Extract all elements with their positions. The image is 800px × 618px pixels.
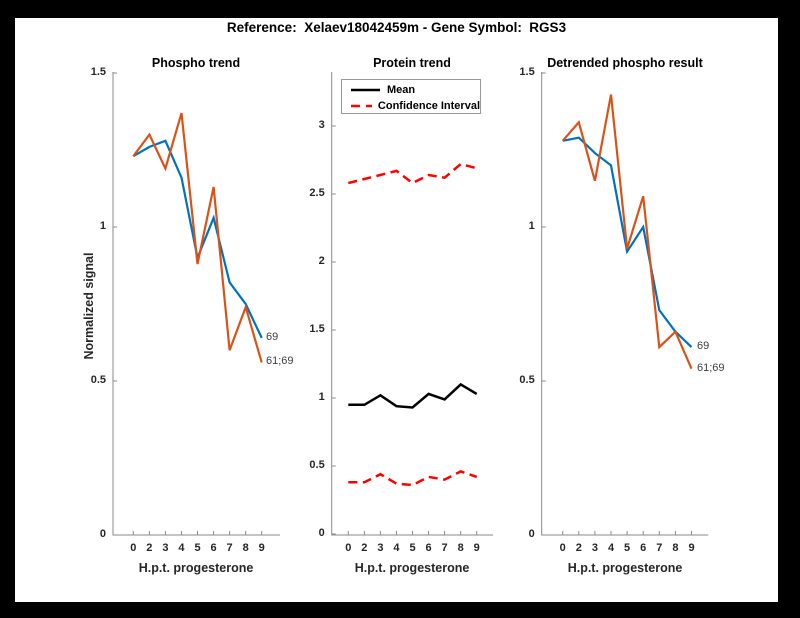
- phospho-trend-axes: [112, 72, 280, 536]
- phospho-trend-x-tick-label: 0: [130, 542, 137, 554]
- detrended-phospho-result-axes: [541, 72, 709, 536]
- protein-trend-series-line-mean: [348, 382, 478, 409]
- detrended-phospho-result-x-tick-label: 5: [624, 542, 631, 554]
- phospho-trend-x-tick-label: 8: [242, 542, 249, 554]
- x-axis-label-detrended: H.p.t. progesterone: [567, 561, 683, 575]
- legend-ci-line-sample: [351, 104, 372, 108]
- protein-trend-y-tick-label: 3: [318, 119, 325, 131]
- protein-trend-x-tick-label: 7: [441, 542, 448, 554]
- detrended-phospho-result-x-tick-label: 9: [688, 542, 695, 554]
- protein-trend-x-tick-label: 2: [361, 542, 368, 554]
- y-axis-label: Normalized signal: [82, 252, 96, 360]
- plot-title-detrended-phospho-result: Detrended phospho result: [547, 56, 703, 70]
- phospho-trend-y-tick-label: 0.5: [90, 374, 106, 386]
- protein-trend-x-tick-label: 5: [409, 542, 416, 554]
- phospho-trend-x-tick-label: 7: [226, 542, 233, 554]
- x-axis-label-protein: H.p.t. progesterone: [354, 561, 470, 575]
- phospho-trend-x-tick-label: 9: [258, 542, 265, 554]
- detrended-phospho-result-series-line-61-69: [561, 94, 693, 370]
- protein-trend-y-tick-label: 0: [318, 527, 325, 539]
- plot-title-phospho-trend: Phospho trend: [151, 56, 241, 70]
- detrended-phospho-result-x-tick-label: 7: [656, 542, 663, 554]
- legend-mean-line-sample: [351, 88, 380, 92]
- protein-trend-x-tick-label: 9: [473, 542, 480, 554]
- detrended-phospho-result-x-tick-label: 2: [575, 542, 582, 554]
- detrended-phospho-result-y-tick-label: 1.5: [519, 66, 535, 78]
- legend-label-confidence-interval: Confidence Interval: [377, 100, 480, 112]
- protein-trend-x-tick-label: 4: [393, 542, 400, 554]
- detrended-phospho-result-x-tick-label: 6: [640, 542, 647, 554]
- phospho-trend-y-tick-label: 1: [99, 220, 106, 232]
- detrended-phospho-result-x-tick-label: 8: [672, 542, 679, 554]
- plot-title-protein-trend: Protein trend: [373, 56, 451, 70]
- phospho-trend-series-line-69: [132, 139, 263, 339]
- protein-trend-x-tick-label: 8: [457, 542, 464, 554]
- protein-trend-series-line-confidence-interval-upper: [347, 162, 478, 185]
- series-end-label-61-69-phospho: 61;69: [266, 355, 294, 367]
- figure-title: Reference: Xelaev18042459m - Gene Symbol…: [226, 20, 567, 35]
- legend: Mean Confidence Interval: [341, 79, 481, 114]
- protein-trend-y-tick-label: 2: [318, 255, 325, 267]
- phospho-trend-x-tick-label: 6: [210, 542, 217, 554]
- detrended-phospho-result-y-tick-label: 0.5: [519, 374, 535, 386]
- legend-entry-mean: Mean: [350, 82, 480, 98]
- protein-trend-series-line-confidence-interval-lower: [348, 470, 478, 487]
- series-end-label-69-detrended: 69: [697, 340, 710, 352]
- detrended-phospho-result-x-tick-label: 4: [607, 542, 615, 554]
- detrended-phospho-result-y-tick-label: 1: [528, 220, 535, 232]
- protein-trend-y-tick-label: 0.5: [309, 459, 325, 471]
- protein-trend-x-tick-label: 3: [377, 542, 384, 554]
- detrended-phospho-result-x-tick-label: 0: [559, 542, 566, 554]
- protein-trend-y-tick-label: 2.5: [309, 187, 325, 199]
- phospho-trend-x-tick-label: 5: [194, 542, 201, 554]
- series-end-label-61-69-detrended: 61;69: [697, 362, 725, 374]
- phospho-trend-x-tick-label: 3: [162, 542, 169, 554]
- detrended-phospho-result-x-tick-label: 3: [591, 542, 598, 554]
- detrended-phospho-result-y-tick-label: 0: [528, 528, 535, 540]
- figure-background: [15, 18, 778, 602]
- protein-trend-y-tick-label: 1: [318, 391, 325, 403]
- protein-trend-y-tick-label: 1.5: [309, 323, 325, 335]
- legend-label-mean: Mean: [387, 84, 416, 96]
- phospho-trend-y-tick-label: 0: [99, 528, 106, 540]
- phospho-trend-y-tick-label: 1.5: [90, 66, 106, 78]
- x-axis-label-phospho: H.p.t. progesterone: [138, 561, 254, 575]
- protein-trend-x-tick-label: 0: [345, 542, 352, 554]
- protein-trend-x-tick-label: 6: [425, 542, 432, 554]
- series-end-label-69-phospho: 69: [266, 331, 279, 343]
- phospho-trend-x-tick-label: 4: [178, 542, 185, 554]
- legend-entry-confidence-interval: Confidence Interval: [350, 98, 480, 114]
- protein-trend-axes: [331, 72, 493, 536]
- phospho-trend-series-line-61-69: [132, 112, 263, 363]
- phospho-trend-x-tick-label: 2: [146, 542, 153, 554]
